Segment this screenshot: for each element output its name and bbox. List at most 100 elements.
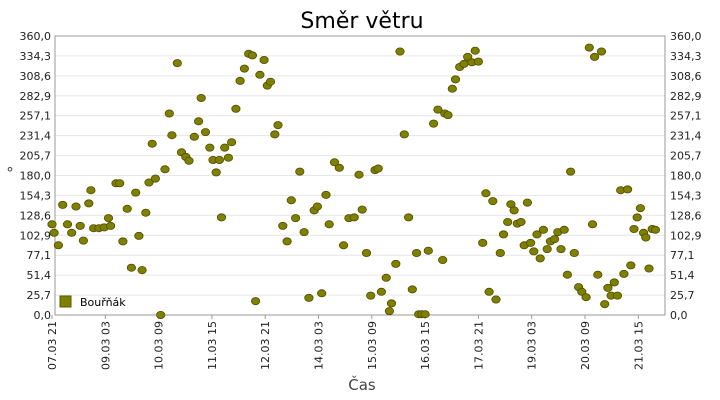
data-point [317,289,327,298]
data-point [635,204,646,213]
data-point [265,77,276,86]
y-tick-label-left: 360,0 [20,30,52,43]
data-point [67,228,77,237]
data-point [172,59,182,68]
data-point [498,230,509,239]
data-point [47,220,57,229]
data-point [373,164,383,173]
data-point [495,248,505,257]
data-point [106,221,116,230]
data-point [220,143,230,152]
data-point [270,130,280,139]
x-tick-label: 16.03 15 [419,321,432,370]
data-point [484,287,494,296]
y-tick-label-right: 154,3 [670,189,702,202]
data-point [384,307,394,316]
x-axis-label: Čas [348,375,376,394]
data-point [231,104,241,113]
data-point [478,238,488,247]
y-tick-label-right: 334,3 [670,50,702,63]
data-point [525,238,536,247]
legend-label: Bouřňák [80,296,126,309]
data-point [503,217,513,226]
data-point [559,225,569,234]
y-tick-label-left: 231,4 [20,130,52,143]
y-tick-label-right: 25,7 [670,289,695,302]
data-point [118,237,128,246]
plot-frame [54,35,666,316]
data-point [488,197,498,206]
data-point [399,130,409,139]
data-point [391,259,401,268]
data-point [334,163,344,172]
data-point [522,198,533,207]
y-tick-label-left: 154,3 [20,189,52,202]
data-point [160,165,170,174]
data-point [75,221,85,230]
data-point [329,158,340,167]
y-tick-label-left: 102,9 [20,229,52,242]
data-point [641,233,651,242]
data-point [126,263,136,272]
data-point [131,188,141,197]
data-point [596,47,607,56]
data-point [535,254,545,263]
y-tick-label-right: 51,4 [670,269,695,282]
data-point [538,225,549,234]
data-point [450,75,461,84]
x-tick-label: 09.03 03 [99,321,112,370]
data-point [150,174,160,183]
data-point [470,46,480,55]
data-point [312,202,322,211]
data-point [282,237,292,246]
x-tick-label: 21.03 15 [632,321,645,370]
data-point [255,70,265,79]
data-point [338,241,349,250]
data-point [295,167,305,176]
data-point [227,138,237,147]
data-point [164,109,174,118]
y-tick-label-right: 102,9 [670,229,702,242]
data-point [438,255,448,264]
data-point [569,248,579,257]
y-tick-label-right: 231,4 [670,130,702,143]
data-point [556,245,566,254]
data-point [86,186,96,195]
x-tick-label: 11.03 15 [206,321,219,370]
data-point [304,293,314,302]
data-point [324,220,334,229]
data-point [251,297,261,306]
data-point [321,190,331,199]
data-point [273,121,283,130]
legend: Bouřňák [59,295,126,309]
x-tick-label: 12.03 21 [259,321,272,370]
data-point [381,273,391,282]
data-point [509,206,519,215]
data-point [58,200,68,209]
y-tick-label-right: 308,6 [670,70,702,83]
y-tick-label-left: 77,1 [27,249,52,262]
data-point [577,287,587,296]
data-point [239,64,249,73]
data-point [137,266,147,275]
data-point [581,293,591,302]
data-point [184,156,194,165]
data-point [299,228,309,237]
y-tick-label-left: 25,7 [27,289,52,302]
data-point [644,264,654,273]
data-point [603,283,613,292]
data-point [626,261,636,270]
data-point [562,270,573,279]
data-point [407,285,417,294]
y-tick-label-right: 205,7 [670,150,702,163]
data-point [357,205,367,214]
y-tick-label-right: 282,9 [670,90,702,103]
data-point [629,224,639,233]
y-tick-label-left: 334,3 [20,50,52,63]
data-point [529,247,539,256]
data-point [205,143,215,152]
data-point [420,310,430,319]
data-point [650,225,661,234]
